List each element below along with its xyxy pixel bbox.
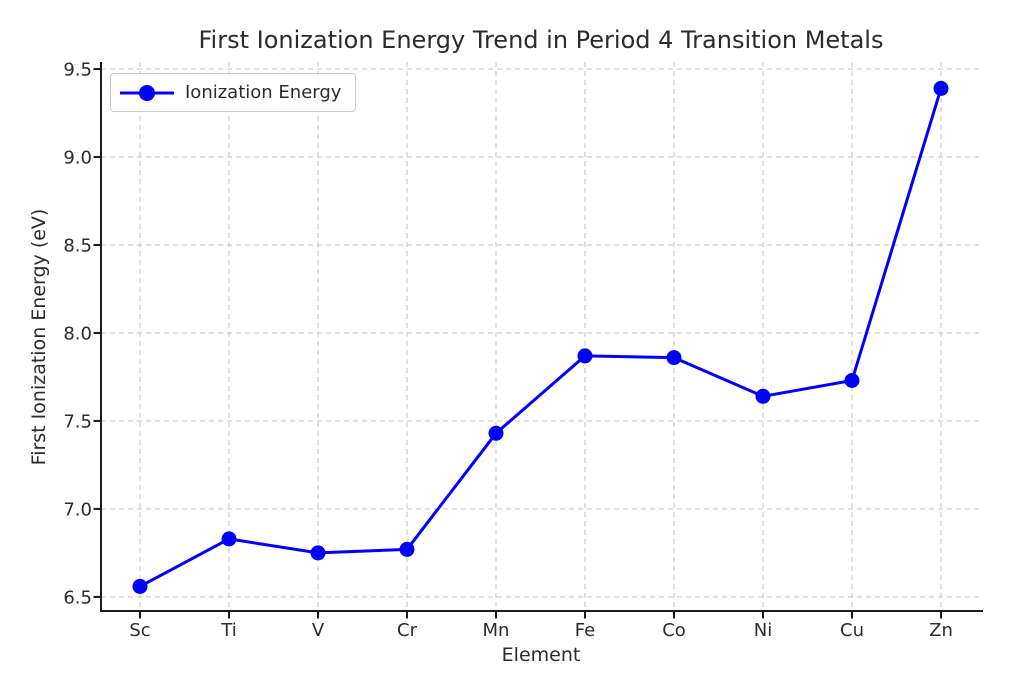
x-tick-label: Cr	[397, 620, 418, 641]
legend-label: Ionization Energy	[185, 82, 342, 103]
x-tick-label: Fe	[575, 620, 595, 641]
data-point-marker	[488, 425, 504, 441]
x-tick-label: Ti	[220, 620, 236, 641]
x-tick-label: Zn	[929, 620, 953, 641]
data-point-marker	[132, 578, 148, 594]
x-axis-label: Element	[501, 644, 581, 666]
legend: Ionization Energy	[110, 73, 357, 112]
data-point-marker	[577, 348, 593, 364]
y-axis-label: First Ionization Energy (eV)	[28, 208, 50, 466]
data-point-marker	[666, 350, 682, 366]
data-point-marker	[755, 388, 771, 404]
y-tick-label: 7.0	[63, 499, 92, 520]
x-tick-label: V	[312, 620, 325, 641]
y-tick-label: 6.5	[63, 587, 92, 608]
data-point-marker	[221, 531, 237, 547]
data-point-marker	[933, 80, 949, 96]
y-tick-label: 8.5	[63, 236, 92, 257]
chart-title: First Ionization Energy Trend in Period …	[198, 26, 884, 54]
x-tick-label: Cu	[840, 620, 864, 641]
y-tick-label: 9.5	[63, 60, 92, 81]
series-line	[138, 86, 943, 588]
x-tick-label: Sc	[129, 620, 150, 641]
data-point-marker	[399, 541, 415, 557]
x-tick-label: Co	[662, 620, 686, 641]
x-tick-label: Ni	[754, 620, 772, 641]
x-tick-label: Mn	[483, 620, 510, 641]
legend-line-marker-icon	[120, 84, 174, 101]
legend-marker	[139, 84, 155, 101]
y-tick-label: 9.0	[63, 148, 92, 169]
data-point-marker	[844, 373, 860, 388]
y-tick-label: 7.5	[63, 411, 92, 432]
y-tick-label: 8.0	[63, 323, 92, 344]
data-point-marker	[310, 545, 326, 561]
